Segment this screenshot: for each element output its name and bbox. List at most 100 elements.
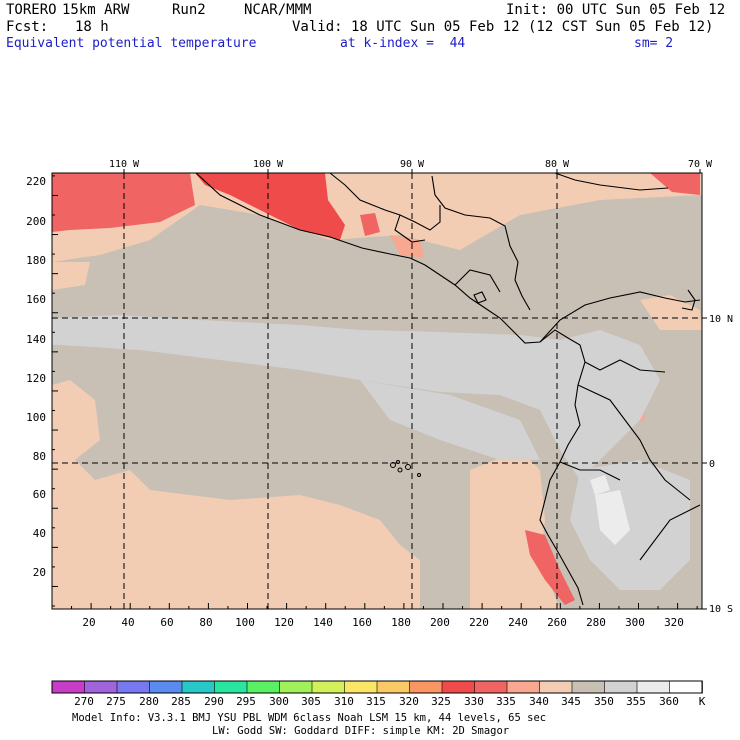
x-tick-280: 280 [586,616,606,629]
field-red-mexico-west [52,173,195,232]
x-tick-320: 320 [664,616,684,629]
legend-swatch [116,680,151,694]
legend-label-300: 300 [269,695,289,708]
field-peach-southwest [52,380,420,609]
legend-colorbar [51,680,703,694]
legend-swatch [474,680,508,694]
model-info: Model Info: V3.3.1 BMJ YSU PBL WDM 6clas… [72,712,546,724]
legend-label-335: 335 [496,695,516,708]
x-tick-20: 20 [82,616,95,629]
lat-label-10s: 10 S [709,604,733,615]
x-tick-220: 220 [469,616,489,629]
run-label: Run2 [172,2,206,18]
legend-swatch [84,680,118,694]
legend-swatch [279,680,313,694]
legend-swatch [636,680,671,694]
legend-swatch [669,680,703,694]
field-gray-itcz [52,315,660,480]
legend-label-275: 275 [106,695,126,708]
field-peach-nw [52,262,90,290]
legend-label-310: 310 [334,695,354,708]
legend-label-280: 280 [139,695,159,708]
x-tick-80: 80 [199,616,212,629]
lon-label-70w: 70 W [688,159,713,170]
legend-swatch [376,680,411,694]
legend-label-305: 305 [301,695,321,708]
map-field [52,173,702,609]
lat-label-0: 0 [709,459,715,470]
lon-label-100w: 100 W [253,159,284,170]
field-white-amazon [595,490,630,545]
y-tick-20: 20 [33,566,46,579]
y-tick-80: 80 [33,450,46,463]
legend-swatch [604,680,638,694]
legend-swatch [344,680,378,694]
legend-label-320: 320 [399,695,419,708]
legend-swatch [539,680,573,694]
field-peach-east [640,295,702,330]
organization: NCAR/MMM [244,2,312,18]
x-tick-60: 60 [160,616,173,629]
x-tick-40: 40 [121,616,134,629]
axis-ticks [51,169,707,610]
legend-swatch [246,680,281,694]
field-salmon-central-america [390,235,425,258]
legend-label-270: 270 [74,695,94,708]
valid-time: Valid: 18 UTC Sun 05 Feb 12 (12 CST Sun … [292,19,714,35]
x-tick-260: 260 [547,616,567,629]
x-tick-300: 300 [625,616,645,629]
legend-label-360: 360 [659,695,679,708]
x-tick-240: 240 [508,616,528,629]
x-tick-200: 200 [430,616,450,629]
lon-label-90w: 90 W [400,159,425,170]
physics-info: LW: Godd SW: Goddard DIFF: simple KM: 2D… [212,725,509,737]
model-resolution: 15km ARW [62,2,130,18]
legend-frame [51,680,703,694]
field-white-amazon-2 [590,475,610,495]
y-tick-220: 220 [26,175,46,188]
lon-label-110w: 110 W [109,159,140,170]
init-time: Init: 00 UTC Sun 05 Feb 12 [506,2,726,18]
x-tick-120: 120 [274,616,294,629]
level-info: at k-index = 44 [340,36,466,51]
graticule [52,173,702,609]
field-gray-east-pacific [360,380,540,460]
x-tick-180: 180 [391,616,411,629]
legend-label-325: 325 [431,695,451,708]
x-tick-100: 100 [235,616,255,629]
legend-label-315: 315 [366,695,386,708]
lon-label-80w: 80 W [545,159,570,170]
legend-swatch [441,680,476,694]
field-peach-peru [470,450,560,609]
field-red-mexico-south [195,173,345,240]
legend-swatch [51,680,86,694]
legend-label-340: 340 [529,695,549,708]
y-tick-60: 60 [33,488,46,501]
field-name: Equivalent potential temperature [6,36,257,51]
legend-label-295: 295 [236,695,256,708]
legend-swatch [506,680,541,694]
y-tick-140: 140 [26,333,46,346]
legend-swatch [409,680,443,694]
forecast-hour: 18 h [75,19,109,35]
y-tick-180: 180 [26,254,46,267]
field-peach-north [52,173,702,262]
model-name: TORERO [6,2,57,18]
legend-label-355: 355 [626,695,646,708]
legend-swatch [214,680,248,694]
y-tick-120: 120 [26,372,46,385]
legend-label-345: 345 [561,695,581,708]
legend-label-285: 285 [171,695,191,708]
x-tick-140: 140 [313,616,333,629]
y-tick-200: 200 [26,215,46,228]
y-tick-100: 100 [26,411,46,424]
legend-swatch [571,680,606,694]
smoothing-info: sm= 2 [634,36,674,51]
forecast-label: Fcst: [6,19,49,35]
legend-label-350: 350 [594,695,614,708]
field-red-isthmus [360,213,380,236]
field-red-caribbean [650,173,700,195]
lat-label-10n: 10 N [709,314,733,325]
legend-swatch [311,680,346,694]
